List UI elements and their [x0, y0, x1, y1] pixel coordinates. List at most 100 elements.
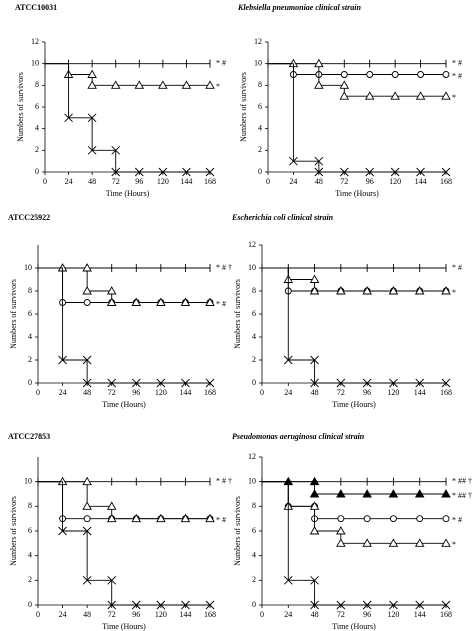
x-tick-label: 48: [311, 388, 319, 397]
x-tick-label: 120: [387, 388, 399, 397]
panel-title: ATCC25922: [8, 213, 50, 222]
x-tick-label: 168: [204, 177, 216, 186]
marker-triangle: [388, 538, 399, 547]
y-tick-label: 2: [28, 355, 32, 364]
y-tick-label: 8: [252, 501, 256, 510]
marker-cross: [441, 600, 451, 610]
x-axis-label: Time (Hours): [102, 400, 146, 409]
x-axis-label: Time (Hours): [335, 189, 379, 198]
marker-triangle: [205, 297, 215, 306]
y-axis-label: Numbers of survivors: [16, 72, 25, 142]
step-line: [38, 267, 210, 303]
marker-cross: [310, 600, 319, 610]
marker-cross: [336, 378, 346, 388]
y-tick-label: 6: [28, 309, 32, 318]
marker-triangle: [362, 286, 372, 295]
series-annotation: * #: [452, 71, 462, 80]
marker-cross: [82, 378, 92, 388]
x-tick-label: 96: [363, 388, 371, 397]
marker-cross: [181, 378, 190, 388]
marker-cross: [314, 167, 324, 177]
marker-cross: [131, 378, 141, 388]
marker-triangle: [181, 80, 192, 89]
marker-triangle: [336, 538, 346, 547]
marker-cross: [107, 600, 117, 610]
y-tick-label: 10: [254, 58, 262, 67]
marker-triangle: [205, 513, 215, 523]
x-tick-label: 0: [36, 610, 40, 619]
series-annotation: * #: [452, 515, 462, 524]
x-tick-label: 144: [414, 388, 426, 397]
y-tick-label: 12: [248, 240, 256, 249]
step-line: [45, 63, 210, 173]
marker-cross: [415, 378, 425, 388]
marker-triangle: [309, 274, 320, 283]
step-line: [268, 63, 446, 97]
marker-triangle: [336, 526, 346, 535]
x-tick-label: 144: [179, 610, 191, 619]
marker-cross: [310, 355, 319, 365]
x-tick-label: 120: [155, 388, 167, 397]
y-tick-label: 6: [258, 102, 262, 111]
step-line: [268, 63, 446, 173]
marker-triangle: [309, 501, 320, 510]
marker-cross: [416, 167, 425, 177]
x-tick-label: 24: [289, 177, 297, 186]
marker-cross: [111, 167, 121, 177]
x-tick-label: 120: [389, 177, 401, 186]
x-tick-label: 0: [260, 610, 264, 619]
y-tick-label: 4: [258, 123, 262, 132]
series-annotation: * #: [216, 299, 226, 308]
marker-cross: [289, 156, 298, 166]
x-tick-label: 144: [415, 177, 427, 186]
step-line: [38, 267, 210, 303]
x-tick-label: 96: [366, 177, 374, 186]
y-tick-label: 0: [28, 600, 32, 609]
marker-cross: [314, 156, 324, 166]
x-tick-label: 24: [59, 610, 67, 619]
y-tick-label: 12: [31, 37, 39, 46]
x-tick-label: 0: [36, 388, 40, 397]
x-tick-label: 24: [59, 388, 67, 397]
y-axis-label: Numbers of survivors: [9, 279, 18, 349]
y-tick-label: 2: [258, 145, 262, 154]
x-tick-label: 48: [311, 610, 319, 619]
step-line: [38, 267, 210, 384]
marker-triangle: [314, 80, 324, 89]
marker-cross: [58, 355, 67, 365]
x-tick-label: 96: [363, 610, 371, 619]
y-tick-label: 2: [35, 145, 39, 154]
y-tick-label: 4: [28, 550, 32, 559]
x-tick-label: 0: [43, 177, 47, 186]
x-axis-label: Time (Hours): [332, 622, 376, 631]
step-line: [38, 481, 210, 606]
marker-cross: [362, 600, 372, 610]
marker-cross: [415, 600, 425, 610]
marker-circle: [337, 515, 345, 523]
y-tick-label: 6: [252, 309, 256, 318]
marker-cross: [283, 576, 293, 585]
y-tick-label: 2: [252, 575, 256, 584]
marker-triangle: [388, 286, 399, 295]
y-tick-label: 4: [35, 123, 39, 132]
marker-triangle: [309, 526, 320, 535]
marker-triangle: [134, 80, 145, 89]
y-tick-label: 4: [28, 332, 32, 341]
marker-cross: [156, 600, 166, 610]
marker-cross: [111, 146, 121, 155]
step-line: [38, 481, 210, 520]
step-line: [262, 481, 446, 520]
y-tick-label: 6: [252, 526, 256, 535]
series-annotation: * #: [216, 515, 226, 524]
y-tick-label: 0: [252, 600, 256, 609]
marker-triangle: [339, 80, 350, 89]
marker-circle: [83, 299, 91, 306]
x-tick-label: 120: [155, 610, 167, 619]
series-annotation: * # †: [216, 476, 232, 485]
marker-cross: [310, 576, 319, 585]
y-tick-label: 10: [31, 58, 39, 67]
marker-cross: [87, 146, 97, 155]
step-line: [262, 481, 446, 606]
x-tick-label: 120: [387, 610, 399, 619]
marker-triangle: [158, 80, 168, 89]
